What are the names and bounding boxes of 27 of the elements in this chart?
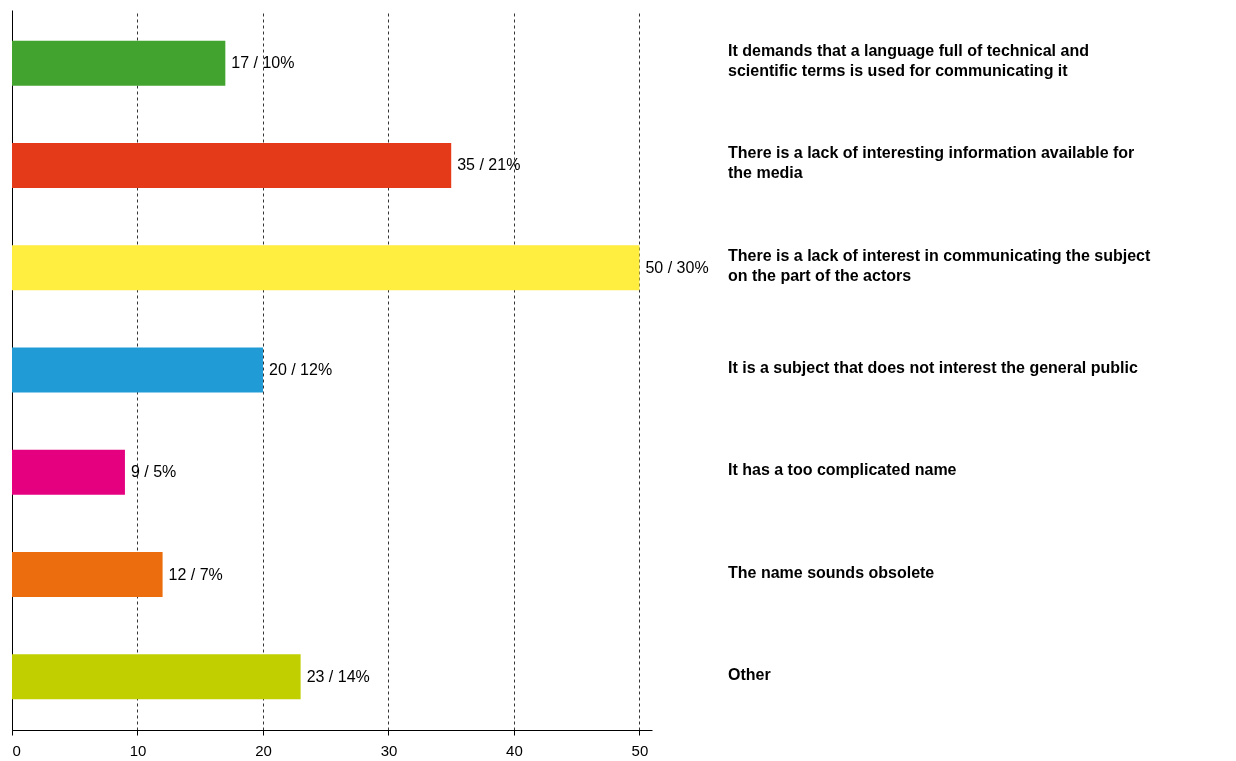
y-tick-label: There is a lack of interesting information available for the media [728, 144, 1135, 182]
y-tick-label: It has a too complicated name [728, 461, 957, 479]
y-tick-label: Other [728, 665, 771, 683]
bar [12, 347, 263, 393]
x-tick-label: 20 [255, 741, 272, 759]
y-tick-label: The name sounds obsolete [728, 563, 935, 581]
data-label: 23 / 14% [306, 667, 370, 685]
x-tick-label: 30 [380, 741, 398, 759]
bar [12, 654, 301, 700]
bar [12, 142, 452, 188]
x-tick-label: 10 [129, 741, 147, 759]
bar [12, 552, 163, 598]
data-label: 12 / 7% [168, 565, 223, 583]
bar [12, 40, 226, 86]
data-label: 50 / 30% [645, 258, 709, 276]
y-tick-label: There is a lack of interest in communicating the subject on the part of the actors [728, 246, 1151, 284]
data-label: 20 / 12% [268, 361, 333, 378]
data-label: 35 / 21% [457, 156, 521, 174]
y-tick-label: It demands that a language full of technical and scientific terms is used for communicating it [728, 42, 1089, 80]
x-tick-label: 40 [506, 741, 523, 759]
y-tick-label: It is a subject that does not interest the general public [728, 359, 1138, 376]
data-label: 17 / 10% [231, 54, 295, 72]
x-tick-label: 0 [12, 741, 21, 759]
bar [12, 245, 640, 291]
bar [12, 449, 125, 495]
data-label: 9 / 5% [130, 463, 177, 481]
x-tick-label: 50 [631, 741, 649, 759]
